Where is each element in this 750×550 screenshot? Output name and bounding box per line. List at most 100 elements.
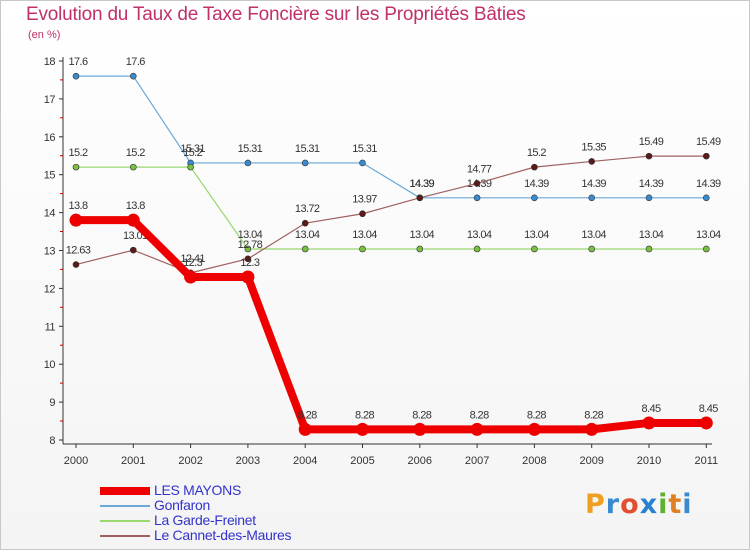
chart-title: Evolution du Taux de Taxe Foncière sur l… bbox=[26, 4, 526, 25]
x-tick-label: 2000 bbox=[64, 455, 88, 467]
data-label: 17.6 bbox=[126, 56, 145, 68]
data-point bbox=[473, 245, 481, 253]
data-label: 13.97 bbox=[352, 194, 377, 206]
y-tick-label: 13 bbox=[44, 246, 56, 258]
data-label: 13.04 bbox=[238, 229, 263, 241]
legend-swatch bbox=[100, 520, 150, 522]
legend-swatch bbox=[100, 535, 150, 537]
data-point bbox=[359, 159, 366, 167]
data-point bbox=[531, 245, 538, 253]
data-label: 13.72 bbox=[295, 203, 320, 215]
legend-label: LES MAYONS bbox=[154, 482, 241, 498]
x-tick-label: 2007 bbox=[465, 455, 489, 467]
x-tick-label: 2008 bbox=[522, 455, 546, 467]
data-point bbox=[301, 219, 309, 227]
data-point bbox=[356, 422, 369, 436]
data-label: 13.04 bbox=[467, 229, 492, 241]
data-point bbox=[244, 159, 252, 167]
y-tick-label: 15 bbox=[44, 170, 56, 182]
data-label: 14.39 bbox=[639, 178, 664, 190]
data-point bbox=[301, 159, 309, 167]
data-point bbox=[470, 422, 484, 436]
legend-label: Le Cannet-des-Maures bbox=[154, 527, 292, 543]
data-point bbox=[72, 163, 80, 171]
y-tick-label: 10 bbox=[44, 359, 56, 371]
x-tick-label: 2011 bbox=[694, 455, 718, 467]
data-label: 15.31 bbox=[295, 143, 320, 155]
data-point bbox=[69, 213, 83, 227]
logo-letter: i bbox=[682, 489, 693, 520]
data-point bbox=[702, 245, 710, 253]
data-point bbox=[184, 270, 198, 284]
data-label: 15.2 bbox=[527, 147, 546, 159]
data-label: 15.49 bbox=[696, 136, 721, 148]
y-tick-label: 8 bbox=[49, 435, 55, 447]
data-point bbox=[588, 158, 596, 165]
data-point bbox=[130, 72, 137, 80]
data-label: 14.39 bbox=[410, 178, 435, 190]
data-label: 13.04 bbox=[696, 229, 721, 241]
data-point bbox=[473, 180, 481, 187]
data-label: 12.63 bbox=[66, 245, 91, 257]
x-tick-label: 2009 bbox=[579, 455, 603, 467]
data-label: 8.28 bbox=[298, 409, 317, 421]
data-point bbox=[244, 255, 252, 263]
y-tick-label: 14 bbox=[44, 208, 56, 220]
series-line-1 bbox=[75, 166, 707, 250]
data-label: 8.28 bbox=[584, 409, 603, 421]
data-point bbox=[473, 194, 481, 202]
y-tick-label: 17 bbox=[44, 94, 56, 106]
data-label: 12.41 bbox=[180, 253, 205, 265]
data-label: 12.3 bbox=[240, 257, 259, 269]
data-label: 14.39 bbox=[524, 178, 549, 190]
data-label: 14.39 bbox=[410, 178, 435, 190]
data-label: 15.49 bbox=[639, 136, 664, 148]
logo-letter: x bbox=[639, 489, 659, 520]
legend-swatch bbox=[100, 487, 150, 495]
data-point bbox=[588, 245, 596, 253]
data-label: 13.04 bbox=[639, 229, 664, 241]
data-label: 8.28 bbox=[470, 409, 489, 421]
logo-letter: o bbox=[620, 489, 640, 520]
x-tick-label: 2005 bbox=[350, 455, 374, 467]
data-label: 14.39 bbox=[581, 178, 606, 190]
data-point bbox=[72, 72, 80, 80]
data-label: 14.77 bbox=[467, 163, 492, 175]
data-point bbox=[702, 194, 710, 202]
data-point bbox=[531, 163, 538, 171]
data-point bbox=[645, 194, 653, 202]
data-label: 8.28 bbox=[412, 409, 431, 421]
data-point bbox=[413, 422, 427, 436]
x-tick-label: 2004 bbox=[293, 455, 317, 467]
data-label: 15.2 bbox=[126, 147, 145, 159]
x-tick-label: 2001 bbox=[121, 455, 145, 467]
data-label: 8.28 bbox=[355, 409, 374, 421]
data-label: 13.04 bbox=[352, 229, 377, 241]
series-line-3 bbox=[72, 216, 711, 434]
x-tick-label: 2003 bbox=[236, 455, 260, 467]
data-point bbox=[642, 416, 656, 430]
logo-letter: r bbox=[605, 489, 621, 520]
data-point bbox=[531, 194, 538, 202]
data-label: 13.04 bbox=[410, 229, 435, 241]
data-label: 12.3 bbox=[183, 257, 202, 269]
data-label: 13.04 bbox=[581, 229, 606, 241]
data-point bbox=[416, 194, 424, 202]
data-label: 13.04 bbox=[295, 229, 320, 241]
data-label: 13.8 bbox=[68, 200, 87, 212]
data-label: 15.2 bbox=[68, 147, 87, 159]
data-point bbox=[130, 163, 137, 171]
data-point bbox=[416, 245, 424, 253]
data-label: 15.31 bbox=[180, 143, 205, 155]
data-label: 15.31 bbox=[238, 143, 263, 155]
data-label: 12.78 bbox=[238, 239, 263, 251]
data-point bbox=[130, 246, 137, 254]
x-tick-label: 2006 bbox=[408, 455, 432, 467]
data-point bbox=[72, 261, 80, 268]
legend-label: Gonfaron bbox=[154, 497, 210, 513]
y-tick-label: 18 bbox=[44, 56, 56, 68]
data-point bbox=[301, 245, 309, 253]
data-label: 13.8 bbox=[126, 200, 145, 212]
data-point bbox=[645, 152, 653, 160]
